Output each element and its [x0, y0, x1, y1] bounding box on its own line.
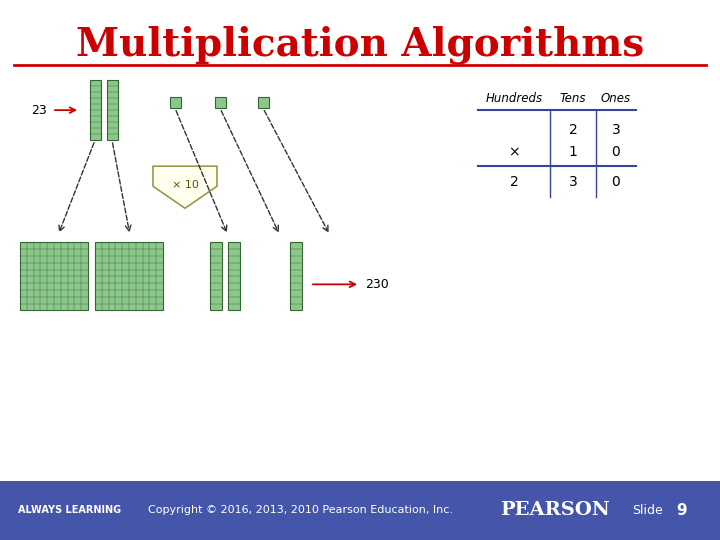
Text: 2: 2 [569, 123, 577, 137]
Bar [107, 80, 118, 140]
Text: Tens: Tens [559, 92, 586, 105]
Polygon shape [153, 166, 217, 208]
Text: × 10: × 10 [171, 180, 199, 190]
Bar [95, 242, 163, 310]
Text: Copyright © 2016, 2013, 2010 Pearson Education, Inc.: Copyright © 2016, 2013, 2010 Pearson Edu… [148, 505, 452, 515]
Text: ×: × [508, 145, 520, 159]
Text: 3: 3 [569, 175, 577, 189]
Text: ALWAYS LEARNING: ALWAYS LEARNING [18, 505, 121, 515]
Text: Multiplication Algorithms: Multiplication Algorithms [76, 25, 644, 64]
Bar [228, 242, 240, 310]
Bar [170, 97, 181, 108]
Text: 23: 23 [31, 104, 47, 117]
Bar [215, 97, 226, 108]
Text: 0: 0 [611, 145, 621, 159]
Text: Ones: Ones [601, 92, 631, 105]
Bar [258, 97, 269, 108]
Bar [90, 80, 101, 140]
Text: PEARSON: PEARSON [500, 501, 610, 519]
Text: 1: 1 [569, 145, 577, 159]
Bar [210, 242, 222, 310]
Text: 0: 0 [611, 175, 621, 189]
Text: 3: 3 [611, 123, 621, 137]
Text: Slide: Slide [632, 504, 662, 517]
Bar [290, 242, 302, 310]
Text: 2: 2 [510, 175, 518, 189]
Text: 9: 9 [677, 503, 688, 518]
Text: Hundreds: Hundreds [485, 92, 543, 105]
Text: 230: 230 [365, 278, 389, 291]
Bar [20, 242, 88, 310]
